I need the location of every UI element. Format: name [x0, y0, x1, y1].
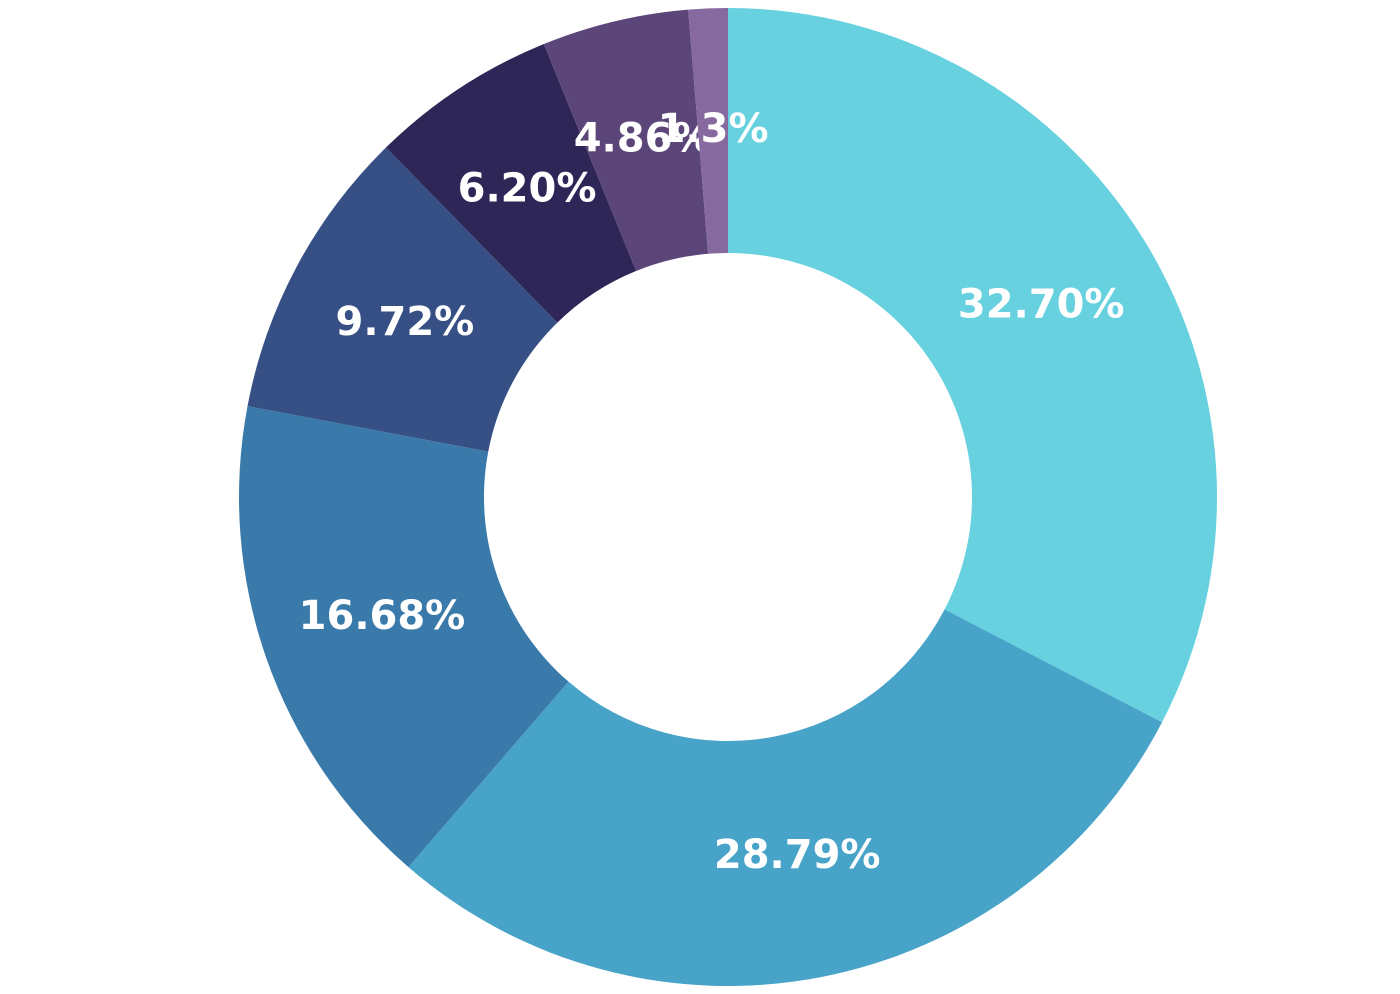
value-label: 16.68%	[299, 593, 466, 639]
value-label: 32.70%	[958, 282, 1125, 328]
slice	[385, 43, 637, 323]
slice	[238, 406, 569, 868]
value-label: 1.3%	[658, 106, 769, 152]
slice	[728, 8, 1218, 723]
value-label: 28.79%	[714, 832, 881, 878]
slice	[688, 8, 728, 254]
slice	[543, 9, 709, 271]
slice	[247, 147, 558, 452]
slice	[408, 609, 1163, 986]
value-label: 6.20%	[458, 166, 597, 212]
value-label: 9.72%	[335, 299, 474, 345]
value-label: 4.86%	[574, 115, 713, 161]
